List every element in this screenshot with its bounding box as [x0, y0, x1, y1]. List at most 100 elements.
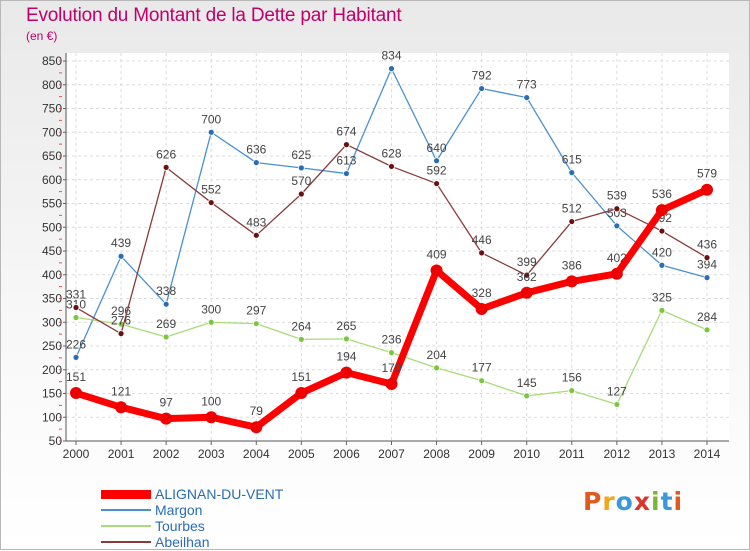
- x-tick-label: 2003: [198, 447, 225, 461]
- data-label: 151: [66, 370, 86, 384]
- data-label: 773: [517, 78, 537, 92]
- data-label: 284: [697, 310, 717, 324]
- data-point: [613, 401, 621, 408]
- data-point: [343, 141, 350, 149]
- data-point: [478, 85, 486, 92]
- data-label: 297: [246, 304, 266, 318]
- y-tick-label: 300: [42, 315, 62, 329]
- data-point: [252, 320, 260, 328]
- y-tick-label: 350: [42, 292, 62, 306]
- data-point: [162, 300, 170, 308]
- data-label: 512: [562, 202, 582, 216]
- data-label: 615: [562, 153, 582, 167]
- data-label: 204: [427, 348, 447, 362]
- x-tick-label: 2002: [153, 447, 180, 461]
- data-point: [252, 231, 260, 239]
- y-tick-label: 750: [42, 102, 62, 116]
- y-tick-label: 600: [42, 173, 62, 187]
- data-point: [610, 267, 623, 280]
- data-label: 127: [607, 384, 627, 398]
- logo-letter: i: [673, 487, 684, 516]
- data-point: [72, 314, 80, 321]
- data-point: [433, 364, 440, 372]
- data-point: [295, 387, 308, 400]
- data-label: 503: [607, 206, 627, 220]
- data-point: [70, 387, 82, 400]
- data-point: [205, 411, 218, 424]
- x-tick-label: 2000: [63, 447, 90, 461]
- x-tick-label: 2007: [378, 447, 405, 461]
- legend-label: Abeilhan: [155, 534, 210, 550]
- legend-swatch: [101, 489, 151, 499]
- data-label: 834: [381, 49, 401, 63]
- data-point: [207, 128, 215, 136]
- y-tick-label: 150: [42, 387, 62, 401]
- data-label: 386: [562, 258, 582, 272]
- x-tick-label: 2013: [649, 447, 676, 461]
- data-label: 570: [291, 174, 311, 188]
- data-point: [568, 387, 576, 395]
- data-label: 552: [201, 183, 221, 197]
- logo-letter: x: [633, 487, 651, 516]
- y-tick-label: 550: [42, 197, 62, 211]
- legend-label: Margon: [155, 502, 203, 518]
- data-label: 592: [427, 164, 447, 178]
- x-tick-label: 2011: [559, 447, 585, 461]
- data-point: [250, 421, 263, 434]
- data-point: [388, 349, 395, 357]
- data-point: [117, 252, 125, 260]
- data-label: 331: [66, 288, 86, 302]
- data-label: 409: [427, 247, 447, 261]
- data-label: 402: [607, 251, 627, 265]
- x-tick-label: 2004: [243, 447, 270, 461]
- data-point: [343, 335, 350, 343]
- data-label: 226: [66, 337, 86, 351]
- data-point: [117, 330, 125, 338]
- data-point: [523, 392, 531, 400]
- data-label: 626: [156, 147, 176, 161]
- x-tick-label: 2014: [694, 447, 721, 461]
- data-point: [433, 180, 440, 187]
- data-label: 636: [246, 143, 266, 157]
- logo-letter: r: [602, 487, 616, 516]
- x-tick-label: 2009: [468, 447, 495, 461]
- data-point: [568, 218, 576, 225]
- legend-label: ALIGNAN-DU-VENT: [155, 486, 284, 502]
- data-point: [297, 164, 305, 172]
- data-label: 300: [201, 302, 221, 316]
- data-point: [658, 227, 666, 235]
- data-label: 145: [517, 376, 537, 390]
- y-tick-label: 100: [42, 410, 62, 424]
- data-point: [433, 157, 440, 165]
- data-point: [388, 163, 395, 170]
- y-tick-label: 450: [42, 244, 62, 258]
- data-point: [207, 318, 215, 326]
- data-point: [115, 401, 128, 414]
- logo-letter: i: [651, 487, 661, 516]
- data-point: [72, 353, 80, 361]
- data-point: [343, 170, 350, 177]
- data-point: [658, 306, 666, 314]
- data-label: 536: [652, 187, 672, 201]
- data-point: [72, 304, 80, 311]
- data-point: [523, 271, 531, 279]
- data-point: [207, 199, 215, 206]
- data-point: [658, 261, 666, 269]
- logo-letter: t: [660, 487, 674, 516]
- data-label: 276: [111, 314, 131, 328]
- data-point: [703, 254, 711, 262]
- data-label: 700: [201, 112, 221, 126]
- data-label: 792: [472, 69, 492, 83]
- data-label: 362: [517, 270, 537, 284]
- legend-swatch: [101, 509, 151, 511]
- data-point: [478, 249, 486, 257]
- data-label: 194: [336, 350, 356, 364]
- data-point: [340, 366, 353, 379]
- data-point: [162, 333, 170, 341]
- legend-label: Tourbes: [155, 518, 205, 534]
- data-label: 156: [562, 371, 582, 385]
- data-label: 483: [246, 215, 266, 229]
- data-point: [703, 326, 711, 334]
- data-point: [297, 335, 305, 343]
- data-label: 79: [250, 404, 264, 418]
